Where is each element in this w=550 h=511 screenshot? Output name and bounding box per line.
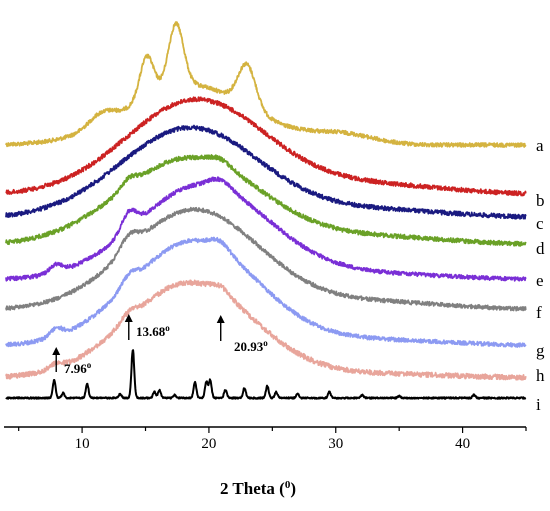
series-label-g: g — [536, 341, 545, 360]
series-e-line — [5, 176, 527, 282]
series-i-line — [5, 349, 527, 400]
x-axis-title: 2 Theta (0) — [220, 479, 296, 498]
series-h-line — [5, 279, 527, 381]
annotation-arrow-head — [124, 314, 133, 322]
x-tick-label: 20 — [201, 436, 216, 452]
series-d-line — [5, 154, 527, 247]
series-label-a: a — [536, 136, 544, 155]
annotation-label: 7.96o — [64, 360, 92, 376]
series-a-line — [5, 21, 527, 148]
series-label-d: d — [536, 239, 545, 258]
x-axis: 10 20 30 40 — [4, 426, 527, 452]
annotation-label: 20.93o — [234, 338, 268, 354]
series-label-h: h — [536, 366, 545, 385]
series-g-line — [5, 236, 527, 348]
series-layer — [5, 21, 527, 400]
series-b-line — [5, 96, 527, 197]
series-c-line — [5, 124, 527, 220]
series-label-e: e — [536, 271, 544, 290]
series-label-f: f — [536, 303, 542, 322]
series-label-c: c — [536, 214, 544, 233]
series-label-i: i — [536, 395, 541, 414]
x-tick-label: 40 — [455, 436, 470, 452]
series-label-b: b — [536, 191, 545, 210]
annotation-arrow-head — [52, 347, 61, 355]
annotation-label: 13.68o — [136, 323, 170, 339]
x-tick-label: 30 — [328, 436, 343, 452]
annotations: 7.96o 13.68o 20.93o — [52, 314, 268, 376]
series-f-line — [5, 206, 527, 312]
annotation-arrow-head — [216, 315, 225, 323]
x-tick-label: 10 — [75, 436, 90, 452]
